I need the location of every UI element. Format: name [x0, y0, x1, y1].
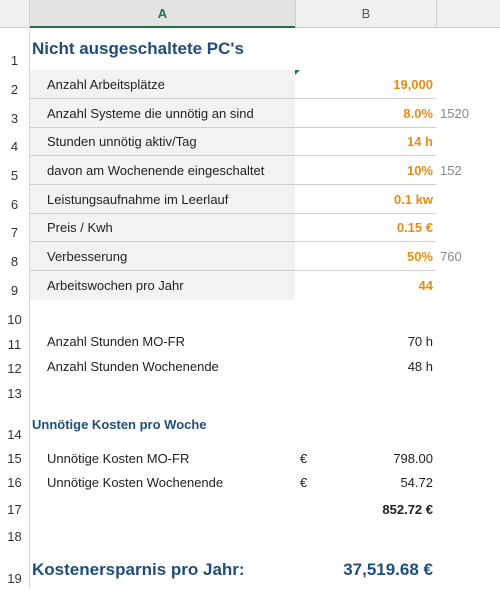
input-label[interactable]: Stunden unnötig aktiv/Tag	[30, 128, 295, 156]
cost-value[interactable]: 54.72	[400, 474, 433, 490]
sheet-title[interactable]: Nicht ausgeschaltete PC's	[32, 39, 244, 58]
row-1: Nicht ausgeschaltete PC's	[30, 34, 500, 64]
input-row: Verbesserung 50% 760	[30, 242, 500, 271]
cost-row: Unnötige Kosten MO-FR € 798.00	[30, 446, 500, 470]
column-header-b[interactable]: B	[295, 0, 436, 28]
input-value[interactable]: 50%	[295, 242, 436, 271]
input-value[interactable]: 0.1 kw	[295, 185, 436, 214]
input-value[interactable]: 10%	[295, 156, 436, 185]
input-row: Preis / Kwh 0.15 €	[30, 214, 500, 242]
input-label[interactable]: Arbeitswochen pro Jahr	[30, 271, 295, 300]
input-row: Arbeitswochen pro Jahr 44	[30, 271, 500, 300]
savings-value[interactable]: 37,519.68 €	[343, 560, 433, 579]
input-label[interactable]: Verbesserung	[30, 242, 295, 271]
hours-value[interactable]: 48 h	[407, 358, 433, 374]
row-header-13[interactable]: 13	[0, 378, 30, 403]
row-header-5[interactable]: 5	[0, 156, 30, 185]
row-header-15[interactable]: 15	[0, 444, 30, 468]
hours-label[interactable]: Anzahl Stunden Wochenende	[47, 358, 219, 374]
input-row: Anzahl Systeme die unnötig an sind 8.0% …	[30, 99, 500, 128]
row-header-7[interactable]: 7	[0, 214, 30, 242]
hours-row: Anzahl Stunden Wochenende 48 h	[30, 354, 500, 378]
row-header-16[interactable]: 16	[0, 468, 30, 492]
input-value[interactable]: 44	[295, 271, 436, 300]
row-14: Unnötige Kosten pro Woche	[30, 412, 500, 436]
input-value[interactable]: 0.15 €	[295, 214, 436, 242]
cost-row: Unnötige Kosten Wochenende € 54.72	[30, 470, 500, 494]
hours-value[interactable]: 70 h	[407, 334, 433, 349]
input-note[interactable]: 1520	[440, 106, 469, 121]
cost-value[interactable]: 798.00	[393, 450, 433, 466]
currency-symbol: €	[300, 474, 308, 490]
row-header-17[interactable]: 17	[0, 492, 30, 519]
savings-row: Kostenersparnis pro Jahr: 37,519.68 €	[30, 555, 500, 585]
row-header-6[interactable]: 6	[0, 185, 30, 214]
row-header-1[interactable]: 1	[0, 28, 30, 70]
row-header-9[interactable]: 9	[0, 271, 30, 300]
currency-symbol: €	[300, 450, 308, 466]
costs-total[interactable]: 852.72 €	[382, 501, 433, 517]
hours-label[interactable]: Anzahl Stunden MO-FR	[47, 334, 186, 349]
input-label[interactable]: Anzahl Arbeitsplätze	[30, 70, 295, 99]
row-header-3[interactable]: 3	[0, 99, 30, 128]
input-value[interactable]: 14 h	[295, 128, 436, 156]
cost-label[interactable]: Unnötige Kosten MO-FR	[47, 450, 190, 466]
input-row: Stunden unnötig aktiv/Tag 14 h	[30, 128, 500, 156]
savings-label[interactable]: Kostenersparnis pro Jahr:	[32, 560, 245, 579]
select-all-corner[interactable]	[0, 0, 30, 28]
input-value[interactable]: 8.0%	[295, 99, 436, 128]
input-value[interactable]: 19,000	[295, 70, 436, 99]
cost-label[interactable]: Unnötige Kosten Wochenende	[47, 474, 224, 490]
row-header-14[interactable]: 14	[0, 403, 30, 444]
input-label[interactable]: Preis / Kwh	[30, 214, 295, 242]
row-header-4[interactable]: 4	[0, 128, 30, 156]
total-row: 852.72 €	[30, 496, 500, 522]
input-label[interactable]: Leistungsaufnahme im Leerlauf	[30, 185, 295, 214]
row-header-19[interactable]: 19	[0, 546, 30, 588]
input-note[interactable]: 760	[440, 249, 462, 264]
row-header-11[interactable]: 11	[0, 329, 30, 354]
input-label[interactable]: Anzahl Systeme die unnötig an sind	[30, 99, 295, 128]
input-row: Anzahl Arbeitsplätze 19,000	[30, 70, 500, 99]
cell-marker-icon	[295, 70, 300, 75]
row-header-12[interactable]: 12	[0, 354, 30, 378]
input-label[interactable]: davon am Wochenende eingeschaltet	[30, 156, 295, 185]
hours-row: Anzahl Stunden MO-FR 70 h	[30, 329, 500, 354]
column-header-a[interactable]: A	[30, 0, 295, 28]
row-header-10[interactable]: 10	[0, 300, 30, 329]
input-row: davon am Wochenende eingeschaltet 10% 15…	[30, 156, 500, 185]
input-note[interactable]: 152	[440, 163, 462, 178]
row-header-2[interactable]: 2	[0, 70, 30, 99]
costs-heading[interactable]: Unnötige Kosten pro Woche	[32, 416, 207, 432]
row-header-18[interactable]: 18	[0, 519, 30, 546]
input-row: Leistungsaufnahme im Leerlauf 0.1 kw	[30, 185, 500, 214]
row-header-8[interactable]: 8	[0, 242, 30, 271]
column-header-c[interactable]	[436, 0, 500, 28]
